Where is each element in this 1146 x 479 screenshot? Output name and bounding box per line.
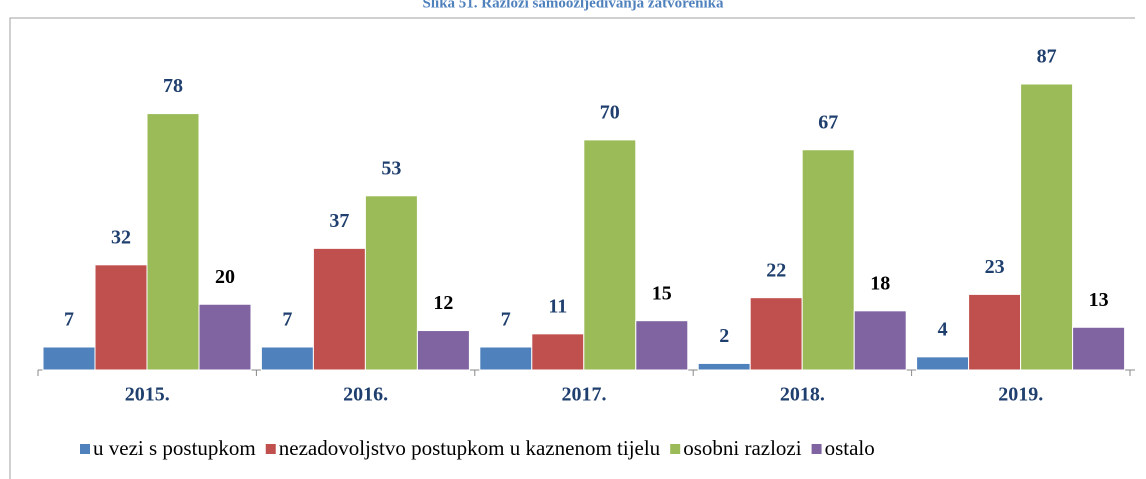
x-tick-label: 2015. <box>125 384 170 406</box>
legend-swatch <box>265 444 276 454</box>
data-label: 7 <box>501 309 511 331</box>
legend-label: u vezi s postupkom <box>93 436 256 460</box>
data-label: 78 <box>163 75 183 97</box>
x-tick-label: 2018. <box>780 384 825 406</box>
bar <box>146 113 200 371</box>
bar <box>42 346 96 371</box>
data-label: 70 <box>600 101 620 123</box>
x-tick-label: 2017. <box>562 384 607 406</box>
bar <box>635 320 689 371</box>
bar <box>312 247 366 371</box>
data-label: 23 <box>985 256 1005 278</box>
bar <box>583 139 637 371</box>
bar <box>916 356 970 371</box>
legend-label: osobni razlozi <box>683 436 802 460</box>
bar <box>94 264 148 371</box>
bar <box>198 303 252 371</box>
legend-label: ostalo <box>825 436 875 460</box>
data-label: 12 <box>433 292 453 314</box>
data-label: 7 <box>282 309 292 331</box>
data-label: 13 <box>1089 289 1109 311</box>
legend-label: nezadovoljstvo postupkom u kaznenom tije… <box>279 436 661 460</box>
bar <box>1020 83 1074 371</box>
bar <box>749 297 803 371</box>
data-label: 32 <box>111 226 131 248</box>
data-label: 53 <box>381 157 401 179</box>
data-label: 4 <box>938 318 948 340</box>
chart-title: Slika 51. Razlozi samoozljeđivanja zatvo… <box>423 0 724 11</box>
data-label: 7 <box>64 309 74 331</box>
data-label: 2 <box>719 325 729 347</box>
data-label: 87 <box>1037 46 1057 68</box>
bar <box>364 195 418 371</box>
data-label: 15 <box>652 282 672 304</box>
bar <box>479 346 533 371</box>
bar <box>801 149 855 371</box>
data-label: 20 <box>215 266 235 288</box>
bar <box>260 346 314 371</box>
bar <box>416 330 470 371</box>
frame <box>9 17 1135 479</box>
data-label: 22 <box>766 259 786 281</box>
bar <box>968 293 1022 371</box>
data-label: 37 <box>329 210 349 232</box>
bar <box>1072 326 1126 371</box>
data-label: 11 <box>548 295 567 317</box>
bar <box>697 362 751 371</box>
legend-swatch <box>811 444 822 454</box>
bar <box>531 333 585 371</box>
bar <box>853 310 907 371</box>
x-tick-label: 2016. <box>343 384 388 406</box>
legend-swatch <box>80 444 90 454</box>
data-label: 67 <box>818 111 838 133</box>
data-label: 18 <box>870 272 890 294</box>
x-tick-label: 2019. <box>998 384 1043 406</box>
legend-swatch <box>670 444 681 454</box>
